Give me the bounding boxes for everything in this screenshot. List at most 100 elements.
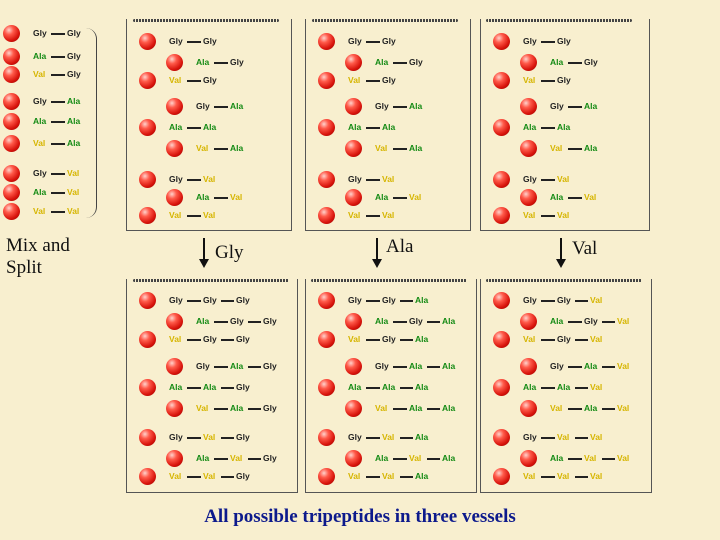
- peptide-bond: [51, 192, 65, 194]
- resin-bead: [345, 98, 362, 115]
- residue-val: Val: [33, 138, 46, 148]
- bottom-vessel-ala: [305, 279, 477, 493]
- residue-val: Val: [557, 210, 570, 220]
- residue-val: Val: [33, 206, 46, 216]
- residue-gly: Gly: [196, 361, 210, 371]
- residue-val: Val: [375, 403, 388, 413]
- residue-gly: Gly: [263, 403, 277, 413]
- resin-bead: [166, 400, 183, 417]
- residue-val: Val: [590, 334, 603, 344]
- resin-bead: [318, 331, 335, 348]
- residue-ala: Ala: [67, 116, 81, 126]
- peptide-bond: [575, 300, 588, 302]
- residue-gly: Gly: [263, 453, 277, 463]
- residue-gly: Gly: [236, 471, 250, 481]
- peptide-bond: [366, 476, 380, 478]
- residue-ala: Ala: [550, 57, 564, 67]
- peptide-bond: [214, 197, 228, 199]
- resin-bead: [318, 119, 335, 136]
- residue-val: Val: [67, 187, 80, 197]
- peptide-bond: [187, 387, 201, 389]
- residue-gly: Gly: [67, 28, 81, 38]
- residue-val: Val: [196, 403, 209, 413]
- resin-bead: [493, 171, 510, 188]
- peptide-bond: [366, 437, 380, 439]
- bottom-vessel-gly: [126, 279, 298, 493]
- residue-gly: Gly: [409, 316, 423, 326]
- peptide-bond: [214, 62, 228, 64]
- residue-ala: Ala: [196, 316, 210, 326]
- residue-ala: Ala: [375, 453, 389, 463]
- residue-gly: Gly: [236, 432, 250, 442]
- peptide-bond: [568, 458, 582, 460]
- residue-val: Val: [67, 168, 80, 178]
- resin-bead: [318, 379, 335, 396]
- resin-bead: [520, 450, 537, 467]
- resin-bead: [3, 25, 20, 42]
- resin-bead: [139, 468, 156, 485]
- resin-bead: [520, 98, 537, 115]
- residue-gly: Gly: [557, 295, 571, 305]
- residue-gly: Gly: [348, 36, 362, 46]
- arrow-head-icon: [199, 259, 209, 268]
- resin-bead: [166, 313, 183, 330]
- residue-ala: Ala: [442, 361, 456, 371]
- residue-ala: Ala: [415, 471, 429, 481]
- residue-val: Val: [33, 69, 46, 79]
- residue-ala: Ala: [409, 101, 423, 111]
- arrow-head-icon: [372, 259, 382, 268]
- peptide-bond: [541, 300, 555, 302]
- peptide-bond: [187, 179, 201, 181]
- residue-val: Val: [348, 471, 361, 481]
- peptide-bond: [568, 321, 582, 323]
- resin-bead: [139, 119, 156, 136]
- residue-ala: Ala: [557, 122, 571, 132]
- residue-ala: Ala: [230, 143, 244, 153]
- residue-val: Val: [523, 75, 536, 85]
- residue-val: Val: [230, 453, 243, 463]
- residue-val: Val: [409, 192, 422, 202]
- vessel-rim: [311, 279, 467, 282]
- bottom-vessel-val: [480, 279, 652, 493]
- resin-bead: [493, 331, 510, 348]
- resin-bead: [345, 358, 362, 375]
- residue-ala: Ala: [33, 51, 47, 61]
- residue-val: Val: [523, 334, 536, 344]
- residue-gly: Gly: [203, 36, 217, 46]
- peptide-bond: [541, 437, 555, 439]
- peptide-bond: [427, 366, 440, 368]
- residue-gly: Gly: [557, 36, 571, 46]
- peptide-bond: [221, 387, 234, 389]
- residue-gly: Gly: [67, 51, 81, 61]
- residue-val: Val: [590, 471, 603, 481]
- residue-gly: Gly: [550, 101, 564, 111]
- residue-val: Val: [348, 334, 361, 344]
- peptide-bond: [400, 300, 413, 302]
- residue-val: Val: [169, 75, 182, 85]
- resin-bead: [166, 189, 183, 206]
- residue-gly: Gly: [523, 432, 537, 442]
- residue-ala: Ala: [442, 403, 456, 413]
- residue-gly: Gly: [169, 432, 183, 442]
- resin-bead: [139, 331, 156, 348]
- peptide-bond: [541, 41, 555, 43]
- peptide-bond: [427, 408, 440, 410]
- residue-gly: Gly: [348, 295, 362, 305]
- residue-ala: Ala: [203, 382, 217, 392]
- arrow-val: [560, 238, 562, 260]
- peptide-bond: [575, 387, 588, 389]
- residue-ala: Ala: [584, 101, 598, 111]
- residue-ala: Ala: [415, 432, 429, 442]
- peptide-bond: [568, 366, 582, 368]
- residue-val: Val: [550, 403, 563, 413]
- residue-ala: Ala: [550, 192, 564, 202]
- resin-bead: [345, 54, 362, 71]
- residue-ala: Ala: [196, 192, 210, 202]
- peptide-bond: [187, 300, 201, 302]
- arrow-ala: [376, 238, 378, 260]
- residue-val: Val: [196, 143, 209, 153]
- residue-ala: Ala: [196, 453, 210, 463]
- residue-ala: Ala: [415, 295, 429, 305]
- residue-gly: Gly: [557, 334, 571, 344]
- peptide-bond: [366, 215, 380, 217]
